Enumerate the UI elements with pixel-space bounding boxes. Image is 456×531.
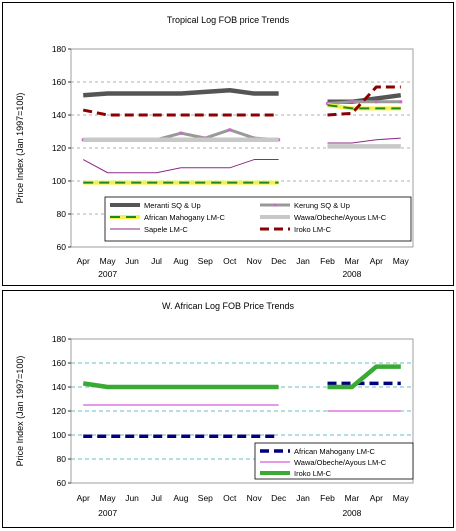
x-tick-label: May	[100, 256, 117, 266]
y-tick-label: 100	[52, 430, 66, 440]
y-tick-label: 160	[52, 77, 66, 87]
year-label-2007: 2007	[98, 269, 117, 279]
x-tick-label: Jun	[125, 256, 139, 266]
x-tick-label: May	[393, 256, 410, 266]
x-tick-label: May	[100, 493, 117, 503]
series-line-iroko-lm-c	[82, 108, 279, 117]
series-line-iroko-lm-c	[327, 85, 401, 117]
chart-title: W. African Log FOB Price Trends	[162, 301, 295, 311]
x-tick-label: Oct	[223, 493, 237, 503]
x-tick-label: Aug	[173, 493, 188, 503]
x-tick-label: Mar	[345, 493, 360, 503]
series-point-kerung-sq-up	[374, 100, 378, 104]
series-line-sapele-lm-c	[327, 137, 401, 144]
x-tick-label: Sep	[198, 256, 213, 266]
west-african-chart: W. African Log FOB Price Trends 60 80 100 12…	[15, 301, 414, 518]
y-tick-label: 80	[57, 209, 67, 219]
x-tick-label: Feb	[320, 493, 335, 503]
legend-label-meranti-sq-up: Meranti SQ & Up	[144, 201, 201, 210]
legend-label-sapele-lm-c: Sapele LM-C	[144, 225, 188, 234]
west-african-chart-panel: W. African Log FOB Price Trends 60 80 100 12…	[2, 290, 454, 528]
series-point-kerung-sq-up	[179, 131, 183, 135]
series-line-iroko-lm-c	[82, 381, 279, 390]
x-tick-label: Jan	[296, 256, 310, 266]
x-tick-label: Oct	[223, 256, 237, 266]
x-tick-label: Apr	[77, 493, 90, 503]
x-tick-label: Nov	[247, 493, 263, 503]
x-tick-label: Apr	[77, 256, 90, 266]
year-label-2008: 2008	[342, 508, 361, 518]
legend-label-wawa-obeche-ayous-lm-c: Wawa/Obeche/Ayous LM-C	[294, 213, 387, 222]
y-tick-label: 120	[52, 143, 66, 153]
y-tick-label: 60	[57, 242, 67, 252]
legend-box	[104, 196, 412, 242]
tropical-chart-panel: Tropical Log FOB price Trends 60 80 100 120 1…	[2, 2, 454, 286]
x-tick-label: Jan	[296, 493, 310, 503]
x-tick-label: Jun	[125, 493, 139, 503]
y-tick-label: 100	[52, 176, 66, 186]
x-tick-label: Dec	[271, 493, 287, 503]
y-tick-label: 180	[52, 44, 66, 54]
x-tick-label: Feb	[320, 256, 335, 266]
x-tick-label: Mar	[345, 256, 360, 266]
y-tick-label: 120	[52, 406, 66, 416]
chart-title: Tropical Log FOB price Trends	[167, 15, 290, 25]
y-tick-label: 180	[52, 334, 66, 344]
series-point-kerung-sq-up	[399, 100, 403, 104]
year-label-2007: 2007	[98, 508, 117, 518]
legend-label-iroko-lm-c: Iroko LM-C	[294, 469, 332, 478]
series-line-kerung-sq-up	[327, 100, 401, 105]
y-tick-label: 140	[52, 382, 66, 392]
series-line-sapele-lm-c	[82, 159, 279, 174]
x-tick-label: Apr	[370, 493, 383, 503]
x-tick-label: Apr	[370, 256, 383, 266]
x-tick-label: Aug	[173, 256, 188, 266]
legend-label-african-mahogany-lm-c: African Mahogany LM-C	[144, 213, 225, 222]
legend-marker-kerung-sq-up	[273, 203, 277, 207]
series-line-african-mahogany-lm-c	[327, 104, 401, 110]
x-tick-label: Jul	[151, 493, 162, 503]
x-tick-label: Nov	[247, 256, 263, 266]
series-line-iroko-lm-c	[327, 364, 401, 390]
y-tick-label: 60	[57, 478, 67, 488]
series-point-kerung-sq-up	[350, 100, 354, 104]
x-tick-label: Sep	[198, 493, 213, 503]
x-tick-label: Dec	[271, 256, 287, 266]
year-label-2008: 2008	[342, 269, 361, 279]
legend-label-kerung-sq-up: Kerung SQ & Up	[294, 201, 350, 210]
legend-label-iroko-lm-c: Iroko LM-C	[294, 225, 332, 234]
series-point-kerung-sq-up	[228, 128, 232, 132]
x-tick-label: Jul	[151, 256, 162, 266]
y-axis-label: Price Index (Jan 1997=100)	[15, 93, 25, 204]
legend-label-wawa-obeche-ayous-lm-c: Wawa/Obeche/Ayous LM-C	[294, 458, 387, 467]
tropical-chart: Tropical Log FOB price Trends 60 80 100 120 1…	[15, 15, 414, 279]
y-tick-label: 140	[52, 110, 66, 120]
y-tick-label: 160	[52, 358, 66, 368]
y-tick-label: 80	[57, 454, 67, 464]
legend-label-african-mahogany-lm-c: African Mahogany LM-C	[294, 447, 375, 456]
x-tick-label: May	[393, 493, 410, 503]
series-line-meranti-sq-up	[83, 88, 279, 98]
series-point-kerung-sq-up	[326, 101, 329, 105]
y-axis-label: Price Index (Jan 1997=100)	[15, 356, 25, 467]
